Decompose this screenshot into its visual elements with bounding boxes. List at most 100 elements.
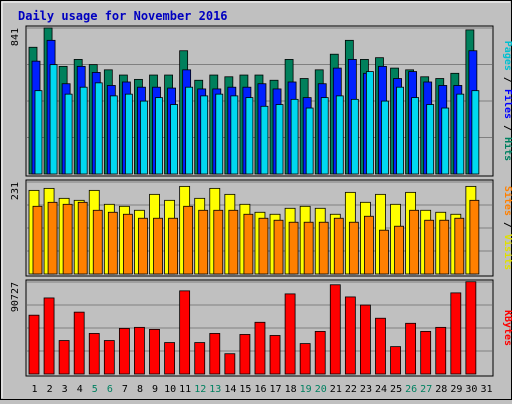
bar-kbytes-day-11 (179, 290, 191, 375)
bar-kbytes-day-3 (58, 340, 70, 375)
bar-sites-day-30 (469, 199, 480, 275)
x-tick-label: 24 (375, 384, 387, 395)
bar-kbytes-day-23 (360, 304, 371, 375)
x-tick-label: 22 (345, 384, 357, 395)
bar-sites-day-20 (318, 221, 329, 275)
bar-sites-day-29 (454, 217, 465, 275)
bar-sites-day-17 (273, 219, 284, 275)
bar-kbytes-day-10 (164, 342, 175, 375)
bar-pages-day-25 (396, 86, 404, 175)
bar-kbytes-day-22 (344, 296, 356, 375)
x-tick-label: 11 (179, 384, 191, 395)
bar-pages-day-8 (140, 100, 148, 175)
bar-kbytes-day-26 (405, 322, 417, 375)
bar-sites-day-13 (213, 209, 224, 275)
bar-pages-day-28 (441, 107, 450, 175)
bar-sites-day-22 (348, 221, 359, 275)
bar-pages-day-16 (260, 105, 269, 175)
x-tick-label: 23 (360, 384, 372, 395)
bar-pages-day-27 (426, 104, 435, 175)
x-tick-label: 16 (254, 384, 266, 395)
bar-sites-day-18 (288, 221, 299, 275)
x-tick-label: 9 (152, 384, 158, 395)
bar-pages-day-13 (215, 93, 224, 175)
x-tick-label: 13 (209, 384, 221, 395)
x-tick-label: 3 (62, 384, 68, 395)
bar-pages-day-24 (381, 100, 389, 175)
series-kbytes (28, 281, 477, 375)
bar-sites-day-11 (183, 205, 194, 275)
bar-sites-day-28 (439, 219, 450, 275)
panels-layer: 841 Pages / Files / Hits 231 Sites / Visits… (10, 25, 512, 377)
panel-kbytes: 90727 KBytes (10, 279, 512, 377)
bar-pages-day-17 (275, 104, 284, 175)
bar-sites-day-9 (153, 217, 163, 275)
x-tick-label: 25 (390, 384, 402, 395)
bar-kbytes-day-7 (118, 327, 130, 375)
bar-kbytes-day-12 (194, 342, 206, 375)
bar-pages-day-14 (230, 95, 239, 175)
bar-sites-day-7 (122, 213, 133, 275)
bar-pages-day-4 (79, 86, 88, 175)
y-max-label: 90727 (10, 282, 21, 312)
bar-pages-day-11 (185, 86, 194, 175)
x-tick-label: 31 (480, 384, 492, 395)
bar-sites-day-23 (364, 215, 374, 275)
y-axis-label-part: Files (502, 89, 512, 119)
y-axis-label-part: Sites (502, 186, 512, 216)
x-tick-labels: 1 2 3 4 5 6 7 8 9 10 11 12 13 14 15 16 17 18 19 20 21 22 23 24 2… (32, 384, 493, 395)
bar-pages-day-21 (335, 95, 344, 175)
bar-pages-day-15 (245, 97, 254, 175)
bar-pages-day-19 (305, 107, 314, 175)
bar-kbytes-day-8 (134, 326, 145, 375)
bar-sites-day-3 (62, 203, 73, 275)
bar-pages-day-1 (34, 90, 43, 175)
bar-pages-day-30 (471, 90, 480, 175)
bar-kbytes-day-29 (450, 292, 462, 375)
bar-sites-day-1 (32, 205, 43, 275)
bar-sites-day-10 (168, 217, 178, 275)
y-axis-label: Sites / Visits (502, 186, 512, 270)
bar-pages-day-5 (94, 82, 103, 175)
bar-kbytes-day-14 (224, 353, 236, 375)
bar-sites-day-12 (198, 209, 209, 275)
x-tick-label: 29 (450, 384, 462, 395)
bar-pages-day-6 (109, 95, 118, 175)
bar-sites-day-21 (333, 217, 344, 275)
bar-kbytes-day-25 (390, 346, 401, 375)
x-tick-label: 10 (164, 384, 176, 395)
bar-pages-day-22 (350, 98, 359, 175)
x-tick-label: 5 (92, 384, 98, 395)
bar-kbytes-day-27 (420, 331, 432, 375)
x-tick-label: 27 (420, 384, 432, 395)
x-tick-label: 15 (239, 384, 251, 395)
bar-kbytes-day-2 (43, 297, 55, 375)
bar-sites-day-24 (379, 229, 389, 275)
x-tick-label: 2 (47, 384, 53, 395)
x-tick-label: 19 (300, 384, 312, 395)
bar-pages-day-18 (290, 98, 299, 175)
bar-sites-day-4 (77, 201, 88, 275)
y-axis-label-part: Pages (502, 41, 512, 71)
bar-sites-day-8 (138, 217, 148, 275)
bar-pages-day-26 (411, 97, 420, 175)
series-pages (34, 64, 480, 175)
bar-pages-day-9 (155, 97, 163, 175)
bar-pages-day-20 (320, 97, 329, 175)
bar-kbytes-day-21 (329, 284, 341, 375)
chart-title: Daily usage for November 2016 (18, 9, 228, 23)
bar-sites-day-19 (303, 221, 314, 275)
bar-kbytes-day-30 (465, 281, 477, 375)
x-tick-label: 21 (330, 384, 342, 395)
bar-pages-day-2 (49, 64, 58, 175)
y-axis-label-part: / (502, 119, 512, 137)
bar-kbytes-day-1 (28, 314, 40, 375)
bar-kbytes-day-5 (88, 333, 100, 375)
y-axis-label: KBytes (502, 310, 512, 346)
x-tick-label: 20 (315, 384, 327, 395)
y-axis-label: Pages / Files / Hits (502, 41, 512, 161)
x-tick-label: 26 (405, 384, 417, 395)
bar-sites-day-16 (258, 217, 269, 275)
bar-sites-day-15 (243, 213, 254, 275)
